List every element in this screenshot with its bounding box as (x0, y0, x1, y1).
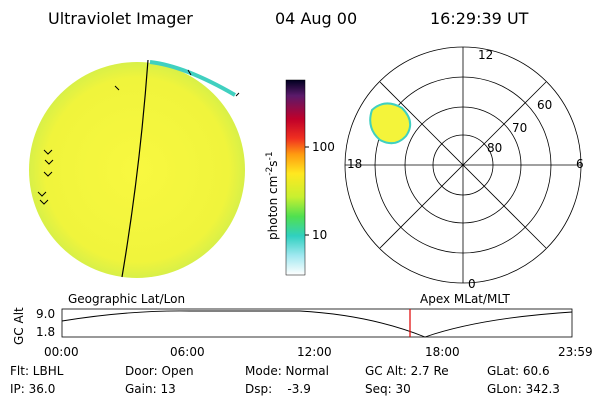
orbit-left-label: Geographic Lat/Lon (68, 292, 185, 306)
time-label: 00:00 (44, 345, 79, 359)
info-cell: Door: Open (125, 364, 194, 378)
terminator (121, 59, 149, 278)
info-cell: Dsp: -3.9 (245, 382, 311, 396)
time-label: 18:00 (425, 345, 460, 359)
unit-exp: -1 (265, 151, 275, 160)
disk-edge (149, 60, 237, 97)
info-cell: GLat: 60.6 (487, 364, 550, 378)
coastlines (37, 69, 240, 205)
unit-exp: -2 (265, 167, 275, 176)
info-cell: GLon: 342.3 (487, 382, 560, 396)
colorbar-tick-label: 100 (312, 140, 335, 154)
lat-label: 70 (512, 121, 527, 135)
info-table: Flt: LBHL Door: Open Mode: Normal GC Alt: 2… (10, 364, 560, 396)
unit-text: s (266, 160, 280, 166)
earth-image (29, 59, 245, 278)
time-label: 12:00 (297, 345, 332, 359)
title: Ultraviolet Imager (48, 9, 193, 28)
orbit-right-label: Apex MLat/MLT (420, 292, 510, 306)
unit-text: photon cm (266, 176, 280, 240)
info-cell: GC Alt: 2.7 Re (365, 364, 449, 378)
lat-label: 80 (487, 141, 502, 155)
colorbar (285, 79, 306, 276)
polar-grid (344, 46, 582, 284)
info-cell: Flt: LBHL (10, 364, 64, 378)
time: 16:29:39 UT (430, 9, 529, 28)
info-cell: Mode: Normal (245, 364, 329, 378)
colorbar-tick-label: 10 (312, 228, 327, 242)
colorbar-label: photon cm-2s-1 (265, 151, 280, 240)
orbit-y-tick: 1.8 (36, 325, 55, 339)
orbit-y-label: GC Alt (12, 307, 26, 345)
auroral-oval (369, 102, 412, 145)
orbit-y-tick: 9.0 (36, 307, 55, 321)
info-cell: Gain: 13 (125, 382, 176, 396)
orbit-frame (61, 308, 573, 338)
lat-label: 60 (537, 98, 552, 112)
info-cell: IP: 36.0 (10, 382, 55, 396)
date: 04 Aug 00 (275, 9, 357, 28)
info-cell: Seq: 30 (365, 382, 411, 396)
altitude-curve (61, 310, 573, 338)
mlt-label: 12 (478, 48, 493, 62)
mlt-label: 0 (468, 277, 476, 291)
mlt-label: 6 (576, 157, 584, 171)
time-label: 23:59 (558, 345, 593, 359)
time-label: 06:00 (170, 345, 205, 359)
mlt-label: 18 (347, 157, 362, 171)
